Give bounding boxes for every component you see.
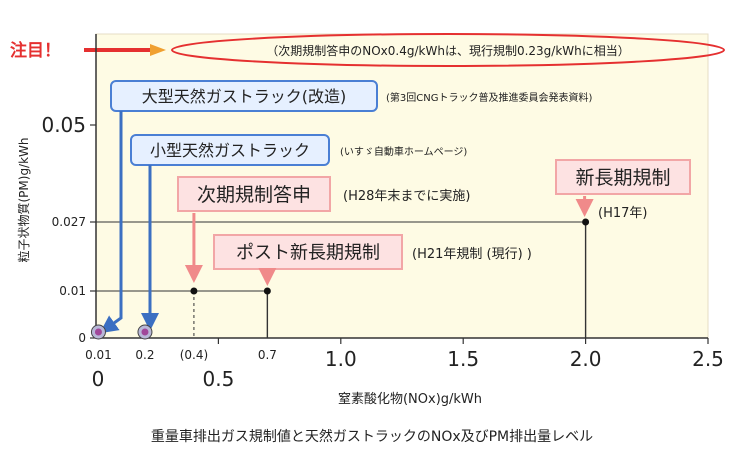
y-tick-label: 0.027	[52, 215, 86, 229]
y-tick-label: 0.01	[59, 284, 86, 298]
label-subtext: (第3回CNGトラック普及推進委員会発表資料)	[386, 91, 592, 104]
cng-marker	[141, 328, 149, 336]
label-box-text: 小型天然ガストラック	[150, 141, 310, 160]
label-arrow	[99, 111, 123, 334]
label-box-text: ポスト新長期規制	[236, 242, 380, 263]
x-tick-label: 1.0	[325, 347, 357, 371]
label-box	[130, 134, 330, 166]
attention-arrowhead	[150, 44, 166, 56]
attention-label: 注目！	[10, 40, 61, 61]
label-subtext: (H21年規制 (現行) )	[412, 247, 532, 262]
label-box	[213, 234, 403, 270]
x-tick-label: 0.5	[202, 367, 234, 391]
y-tick-label: 0.05	[41, 113, 86, 137]
data-point	[190, 287, 198, 295]
label-subtext: (H17年)	[598, 206, 647, 221]
label-subtext: (いすゞ自動車ホームページ)	[340, 145, 467, 158]
label-box	[555, 159, 691, 195]
x-tick-label: 2.0	[570, 347, 602, 371]
data-point	[582, 218, 590, 226]
label-box-text: 大型天然ガストラック(改造)	[142, 87, 347, 106]
label-box	[110, 80, 378, 112]
x-minor-tick-label: (0.4)	[180, 348, 208, 362]
x-tick-label: 2.5	[692, 347, 724, 371]
x-minor-tick-label: 0.7	[258, 348, 277, 362]
x-minor-tick-label: 0.01	[85, 348, 112, 362]
x-axis-label: 窒素酸化物(NOx)g/kWh	[338, 391, 482, 407]
attention-note: （次期規制答申のNOx0.4g/kWhは、現行規制0.23g/kWhに相当）	[266, 43, 630, 58]
data-point	[263, 287, 271, 295]
attention-ellipse	[171, 33, 725, 67]
label-box-text: 新長期規制	[575, 167, 670, 189]
y-axis-label: 粒子状物質(PM)g/kWh	[16, 137, 31, 262]
label-box-text: 次期規制答申	[197, 184, 311, 206]
y-tick-label: 0	[78, 331, 86, 345]
label-box	[177, 176, 331, 212]
label-subtext: (H28年末までに実施)	[343, 188, 470, 204]
x-tick-label: 0	[92, 367, 105, 391]
x-tick-label: 1.5	[447, 347, 479, 371]
cng-marker	[94, 328, 102, 336]
x-minor-tick-label: 0.2	[135, 348, 154, 362]
chart-caption: 重量車排出ガス規制値と天然ガストラックのNOx及びPM排出量レベル	[151, 428, 593, 445]
